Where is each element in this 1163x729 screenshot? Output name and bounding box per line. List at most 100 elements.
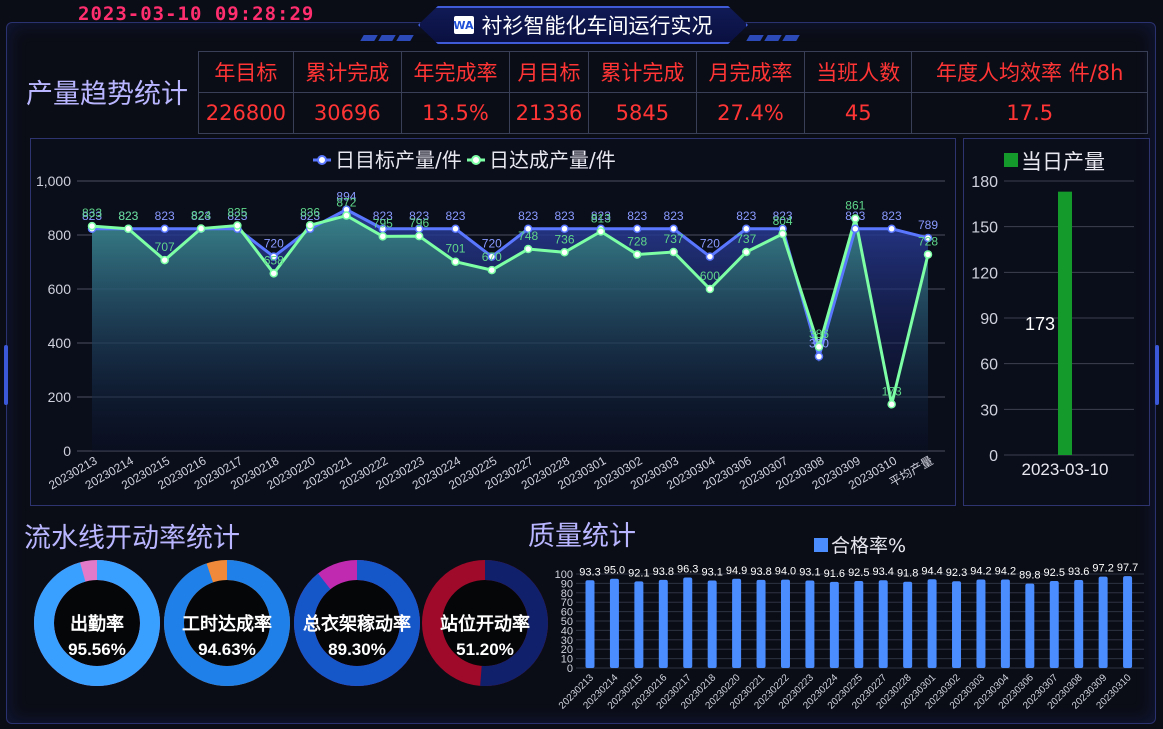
data-label: 823 <box>518 209 538 223</box>
data-label: 795 <box>373 216 393 230</box>
x-tick-label: 2023-03-10 <box>1022 460 1109 479</box>
data-label: 823 <box>373 209 393 223</box>
donut-value: 51.20% <box>456 640 514 659</box>
donut-value: 94.63% <box>198 640 256 659</box>
data-point <box>233 221 242 230</box>
data-label: 737 <box>664 232 684 246</box>
data-label: 823 <box>882 209 902 223</box>
data-label: 823 <box>736 209 756 223</box>
quality-data-label: 95.0 <box>604 565 625 577</box>
quality-data-label: 94.4 <box>921 565 942 577</box>
quality-data-label: 91.8 <box>897 568 918 580</box>
data-point <box>560 224 569 234</box>
quality-data-label: 94.0 <box>775 566 796 578</box>
legend-swatch-dot <box>317 155 327 165</box>
data-point <box>269 252 278 261</box>
line-legend: 日目标产量/件 日达成产量/件 <box>313 148 616 172</box>
data-label: 707 <box>155 240 175 254</box>
kpi-header-cell: 年目标 <box>198 51 294 93</box>
data-label: 720 <box>264 237 284 251</box>
data-label: 823 <box>191 209 211 223</box>
data-label: 833 <box>82 206 102 220</box>
donut-label: 工时达成率 <box>182 613 272 635</box>
legend-swatch-dot <box>471 155 481 165</box>
data-point <box>269 269 278 278</box>
data-point <box>196 224 206 233</box>
y-tick-label: 10 <box>561 654 573 666</box>
quality-bar <box>707 580 717 668</box>
legend-label: 日达成产量/件 <box>489 148 616 172</box>
data-point <box>742 247 751 257</box>
quality-bar <box>683 577 693 668</box>
quality-data-label: 92.5 <box>1044 567 1065 579</box>
y-tick-label: 30 <box>561 635 573 647</box>
daily-output-panel: 0 30 60 90 120 150 180 当日产量 173 2023-03-10 <box>963 138 1150 506</box>
data-label: 823 <box>409 209 429 223</box>
quality-bar <box>976 579 986 668</box>
legend-swatch <box>1004 153 1018 167</box>
quality-bar <box>1074 580 1084 668</box>
y-tick-label: 70 <box>561 597 573 609</box>
data-point <box>851 224 860 234</box>
quality-data-label: 92.5 <box>848 567 869 579</box>
y-tick-label: 0 <box>989 448 998 465</box>
section-title-production: 产量趋势统计 <box>26 79 188 110</box>
legend-label: 当日产量 <box>1021 150 1105 174</box>
donut-chart: 站位开动率 51.20% <box>420 558 550 688</box>
data-label: 835 <box>227 206 247 220</box>
data-point <box>851 214 860 223</box>
y-tick-label: 150 <box>971 220 998 237</box>
data-label: 386 <box>809 327 829 341</box>
daily-output-value: 173 <box>1025 314 1055 334</box>
data-point <box>778 229 787 239</box>
y-tick-label: 90 <box>980 311 998 328</box>
y-tick-label: 50 <box>561 616 573 628</box>
donut-label: 出勤率 <box>70 613 124 635</box>
quality-bar <box>1098 576 1108 668</box>
data-label: 872 <box>336 196 356 210</box>
data-point <box>414 231 424 241</box>
data-label: 173 <box>882 384 902 398</box>
kpi-header-cell: 累计完成 <box>292 51 402 93</box>
kpi-table: 年目标 累计完成 年完成率 月目标 累计完成 月完成率 当班人数 年度人均效率 件/8h 22… <box>198 51 1148 134</box>
kpi-header-cell: 当班人数 <box>804 51 913 93</box>
quality-bar <box>903 581 913 668</box>
data-label: 861 <box>845 199 865 213</box>
quality-data-label: 93.3 <box>579 566 600 578</box>
y-tick-label: 120 <box>971 265 998 282</box>
data-label: 720 <box>700 237 720 251</box>
data-label: 823 <box>118 209 138 223</box>
data-label: 823 <box>664 209 684 223</box>
donut-value-arc <box>422 560 548 686</box>
kpi-value-cell: 30696 <box>292 92 402 134</box>
quality-bar <box>1000 579 1010 668</box>
data-label: 823 <box>300 209 320 223</box>
data-point <box>523 224 533 234</box>
quality-bar <box>878 580 888 668</box>
quality-bar <box>585 580 595 668</box>
quality-data-label: 97.2 <box>1092 563 1113 575</box>
logo-icon: WA <box>453 16 474 34</box>
data-point <box>705 284 715 294</box>
data-point <box>923 233 933 243</box>
data-label: 823 <box>155 209 175 223</box>
quality-data-label: 92.1 <box>628 567 649 579</box>
data-label: 728 <box>918 234 938 248</box>
quality-bar <box>805 580 815 668</box>
data-point <box>523 244 533 254</box>
data-point <box>87 221 97 231</box>
series-area <box>92 215 928 451</box>
data-label: 823 <box>627 209 647 223</box>
quality-bar <box>634 581 644 668</box>
data-label: 894 <box>336 190 356 204</box>
data-point <box>887 224 896 234</box>
data-point <box>160 255 169 265</box>
data-point <box>560 248 569 257</box>
data-label: 789 <box>918 218 938 232</box>
data-label: 600 <box>700 269 720 283</box>
data-label: 748 <box>518 229 538 243</box>
y-tick-label: 180 <box>971 174 998 191</box>
data-label: 804 <box>773 214 793 228</box>
y-tick-label: 90 <box>561 578 573 590</box>
y-tick-label: 400 <box>48 335 72 351</box>
